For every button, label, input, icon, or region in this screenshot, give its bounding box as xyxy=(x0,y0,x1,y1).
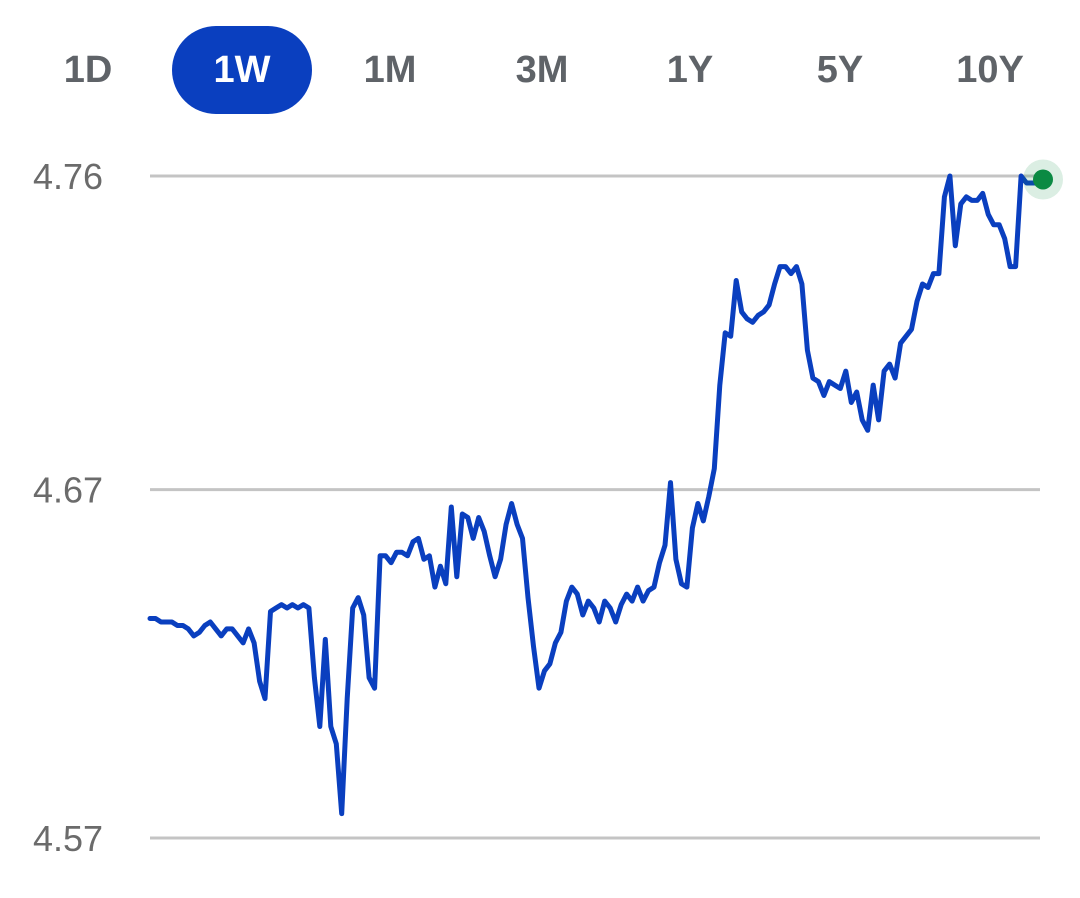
yield-line-chart: 4.76 4.67 4.57 xyxy=(33,156,1063,859)
y-tick-label: 4.67 xyxy=(33,470,103,511)
tab-1y[interactable]: 1Y xyxy=(666,49,714,91)
latest-point-dot xyxy=(1033,169,1053,190)
tab-1d[interactable]: 1D xyxy=(63,49,113,91)
tab-5y[interactable]: 5Y xyxy=(816,49,864,91)
series xyxy=(147,173,1046,817)
gridlines xyxy=(150,174,1040,840)
tab-1w[interactable]: 1W xyxy=(172,26,312,114)
tab-1m[interactable]: 1M xyxy=(363,49,417,91)
y-axis-labels: 4.76 4.67 4.57 xyxy=(33,156,103,859)
y-tick-label: 4.57 xyxy=(33,818,103,859)
time-range-selector: 1D 1W 1M 3M 1Y 5Y 10Y xyxy=(0,0,1080,130)
y-tick-label: 4.76 xyxy=(33,156,103,197)
tab-10y[interactable]: 10Y xyxy=(956,49,1024,91)
series-line xyxy=(147,173,1046,817)
tab-3m[interactable]: 3M xyxy=(515,49,569,91)
latest-point-marker xyxy=(1023,159,1063,200)
